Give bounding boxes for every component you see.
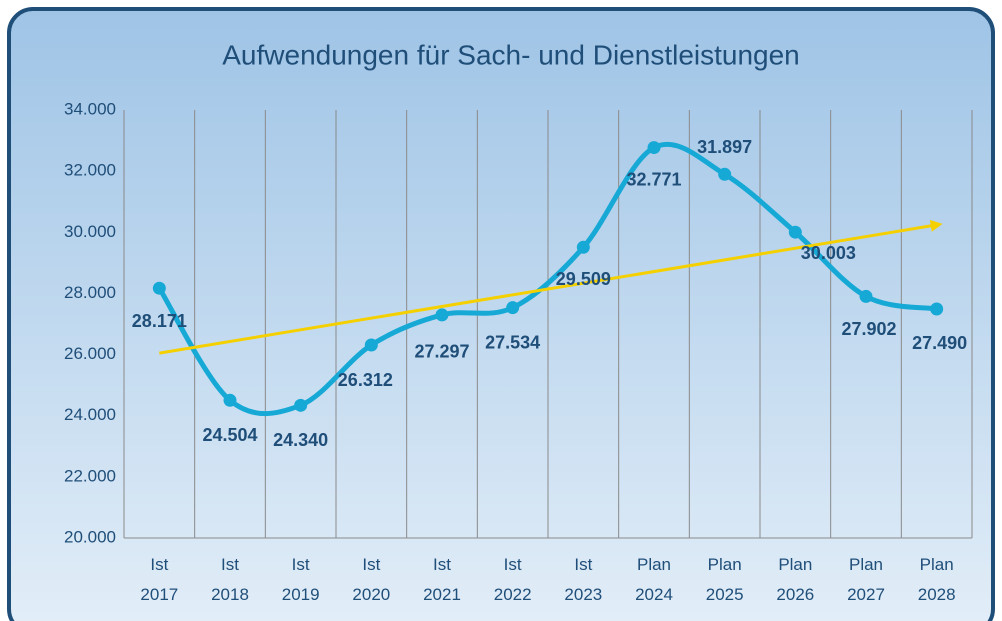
data-label: 31.897 xyxy=(697,137,752,157)
marker xyxy=(788,225,802,239)
x-tick-label: Plan 2024 xyxy=(635,555,673,604)
x-tick-label: Ist 2017 xyxy=(140,555,179,604)
y-tick-label: 28.000 xyxy=(64,283,116,302)
data-label: 27.534 xyxy=(485,332,540,352)
y-tick-label: 30.000 xyxy=(64,222,116,241)
data-label: 27.297 xyxy=(414,342,469,362)
data-label: 32.771 xyxy=(626,169,681,189)
x-tick-label: Ist 2023 xyxy=(564,555,603,604)
marker xyxy=(647,141,661,155)
x-tick-label: Plan 2027 xyxy=(847,555,885,604)
y-tick-label: 26.000 xyxy=(64,344,116,363)
marker xyxy=(576,240,590,254)
marker xyxy=(294,398,308,412)
x-tick-label: Ist 2019 xyxy=(281,555,320,604)
data-label: 28.171 xyxy=(132,311,187,331)
marker xyxy=(223,393,237,407)
y-tick-label: 32.000 xyxy=(64,161,116,180)
trendline xyxy=(159,219,943,355)
marker xyxy=(930,302,944,316)
x-tick-label: Ist 2021 xyxy=(423,555,461,604)
data-label: 26.312 xyxy=(338,370,393,390)
marker xyxy=(435,308,449,322)
data-label: 29.509 xyxy=(556,269,611,289)
chart-title: Aufwendungen für Sach- und Dienstleistun… xyxy=(222,39,800,70)
y-tick-label: 24.000 xyxy=(64,405,116,424)
marker xyxy=(718,167,732,181)
y-tick-label: 22.000 xyxy=(64,466,116,485)
x-tick-label: Plan 2025 xyxy=(705,555,744,604)
marker xyxy=(506,301,520,315)
x-tick-label: Plan 2026 xyxy=(776,555,815,604)
x-tick-label: Ist 2018 xyxy=(211,555,249,604)
frame xyxy=(7,7,995,621)
x-tick-label: Plan 2028 xyxy=(917,555,956,604)
data-label: 27.902 xyxy=(841,319,896,339)
y-tick-label: 20.000 xyxy=(64,527,116,546)
x-tick-label: Ist 2020 xyxy=(352,555,391,604)
x-tick-label: Ist 2022 xyxy=(493,555,532,604)
data-label: 24.504 xyxy=(202,425,257,445)
data-label: 24.340 xyxy=(273,430,328,450)
y-tick-label: 34.000 xyxy=(64,99,116,118)
marker xyxy=(364,338,378,352)
data-label: 27.490 xyxy=(912,333,967,353)
data-label: 30.003 xyxy=(801,243,856,263)
marker xyxy=(859,289,873,303)
marker xyxy=(152,281,166,295)
